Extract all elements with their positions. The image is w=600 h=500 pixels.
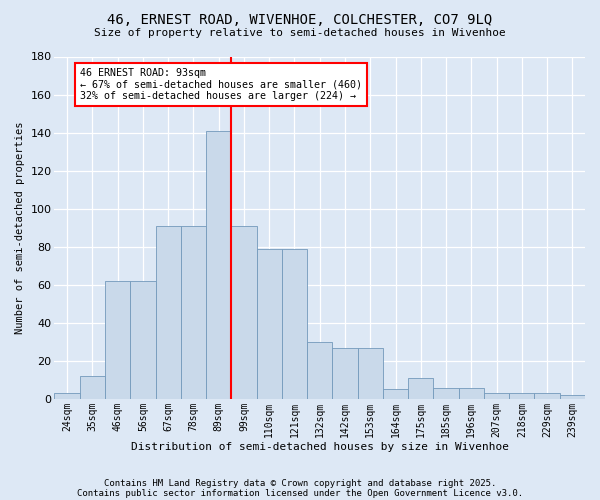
Bar <box>408 378 433 399</box>
Bar <box>282 248 307 399</box>
Bar <box>155 226 181 399</box>
Bar <box>232 226 257 399</box>
Bar <box>55 393 80 399</box>
Bar <box>105 281 130 399</box>
Bar <box>181 226 206 399</box>
X-axis label: Distribution of semi-detached houses by size in Wivenhoe: Distribution of semi-detached houses by … <box>131 442 509 452</box>
Bar <box>206 130 232 399</box>
Bar <box>560 395 585 399</box>
Text: 46, ERNEST ROAD, WIVENHOE, COLCHESTER, CO7 9LQ: 46, ERNEST ROAD, WIVENHOE, COLCHESTER, C… <box>107 12 493 26</box>
Bar <box>80 376 105 399</box>
Bar <box>535 393 560 399</box>
Bar <box>509 393 535 399</box>
Bar <box>332 348 358 399</box>
Bar <box>307 342 332 399</box>
Bar <box>484 393 509 399</box>
Bar <box>257 248 282 399</box>
Bar <box>383 390 408 399</box>
Bar <box>458 388 484 399</box>
Text: Size of property relative to semi-detached houses in Wivenhoe: Size of property relative to semi-detach… <box>94 28 506 38</box>
Bar <box>130 281 155 399</box>
Bar <box>433 388 458 399</box>
Text: Contains HM Land Registry data © Crown copyright and database right 2025.: Contains HM Land Registry data © Crown c… <box>104 478 496 488</box>
Bar <box>358 348 383 399</box>
Text: 46 ERNEST ROAD: 93sqm
← 67% of semi-detached houses are smaller (460)
32% of sem: 46 ERNEST ROAD: 93sqm ← 67% of semi-deta… <box>80 68 362 101</box>
Text: Contains public sector information licensed under the Open Government Licence v3: Contains public sector information licen… <box>77 488 523 498</box>
Y-axis label: Number of semi-detached properties: Number of semi-detached properties <box>15 122 25 334</box>
